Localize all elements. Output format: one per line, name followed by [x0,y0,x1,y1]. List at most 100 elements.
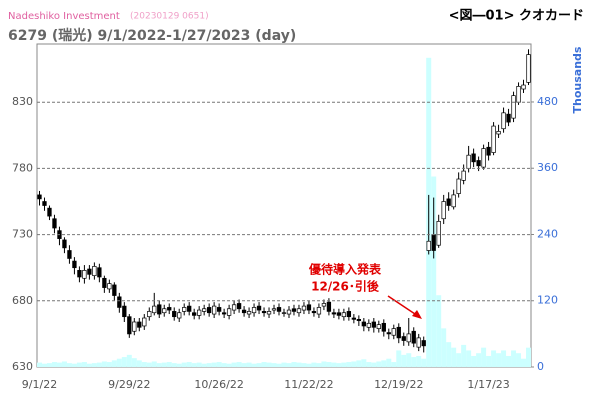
candle-body [192,312,197,316]
volume-bar [71,363,77,367]
y2-tick-label: 120 [537,294,558,307]
volume-bar [286,363,292,367]
x-tick-label: 11/22/22 [284,378,333,391]
annotation: 優待導入発表 [308,262,382,277]
candle-body [37,194,42,200]
candle-body [187,305,192,312]
candle-body [47,207,52,217]
y-tick-label: 780 [12,161,33,174]
volume-bar [381,360,387,367]
candle-body [62,239,67,249]
candle-body [496,131,501,135]
y2-axis-label: Thousands [571,46,584,113]
volume-bar [391,362,397,367]
candle-body [461,170,466,181]
candle-body [216,307,222,312]
figure-title: <図―01> クオカード [449,9,584,24]
candle-body [321,303,327,307]
candle-body [316,307,322,315]
candle-body [306,304,312,311]
candle-body [501,112,506,130]
candle-body [331,312,337,315]
volume-bar [211,362,217,367]
volume-bar [81,362,87,367]
candle-body [466,154,471,169]
candle-body [167,307,172,311]
candle-body [521,84,526,90]
candle-body [341,312,347,318]
candle-body [256,305,262,311]
candle-body [346,311,352,318]
subtitle: 6279 (瑞光) 9/1/2022-1/27/2023 (day) [8,27,296,44]
candle-body [221,312,227,315]
volume-bar [456,353,462,367]
volume-bar [306,363,312,367]
candle-body [456,178,461,194]
volume-bar [191,363,197,367]
candle-body [476,160,481,167]
candle-body [446,198,451,206]
candle-body [261,311,267,314]
volume-bar [401,354,407,367]
volume-bar [471,355,477,367]
volume-bar [376,361,382,367]
candle-body [526,54,531,83]
volume-bar [411,357,417,367]
volume-bar [261,362,267,367]
x-tick-label: 9/29/22 [108,378,150,391]
candle-body [366,322,371,328]
volume-bar [406,353,412,367]
volume-bar [311,362,317,367]
candle-body [197,309,202,316]
candle-body [102,277,107,288]
volume-bar [436,295,442,367]
volume-bar [356,360,362,367]
candle-body [361,321,366,327]
candle-body [271,308,277,311]
volume-bar [116,358,122,367]
volume-bar [221,363,227,367]
candle-body [291,308,297,312]
candle-body [211,305,217,315]
plot-frame [36,43,532,368]
candle-body [122,305,127,318]
candle-body [182,307,187,312]
candle-body [516,86,521,103]
volume-bar [111,360,117,367]
volume-bar [491,350,497,367]
volume-bar [476,353,482,367]
x-tick-label: 10/26/22 [194,378,243,391]
candle-body [386,332,391,335]
candle-body [391,328,396,336]
candle-body [381,322,386,332]
volume-bar [37,362,42,367]
candle-body [152,305,157,314]
candle-body [336,312,342,316]
candle-body [241,309,247,314]
y2-tick-label: 480 [537,95,558,108]
candle-body [351,317,357,320]
volume-bar [346,362,352,367]
candle-body [491,125,496,153]
volume-bar [526,347,531,367]
candle-body [137,321,142,328]
volume-bar [396,350,402,367]
candle-body [207,307,212,314]
candle-body [246,311,252,315]
volume-bar [461,344,467,367]
candle-body [72,260,77,269]
volume-bar [186,362,192,367]
candle-body [236,303,242,310]
candle-body [481,148,486,168]
volume-bar [101,361,107,367]
y2-tick-label: 360 [537,161,558,174]
volume-bar [151,361,157,367]
volume-bar [76,362,82,367]
candle-body [251,307,257,314]
volume-bar [271,363,277,367]
volume-bar [176,363,182,367]
volume-bar [386,358,392,367]
volume-bar [296,362,302,367]
volume-bar [466,350,472,367]
